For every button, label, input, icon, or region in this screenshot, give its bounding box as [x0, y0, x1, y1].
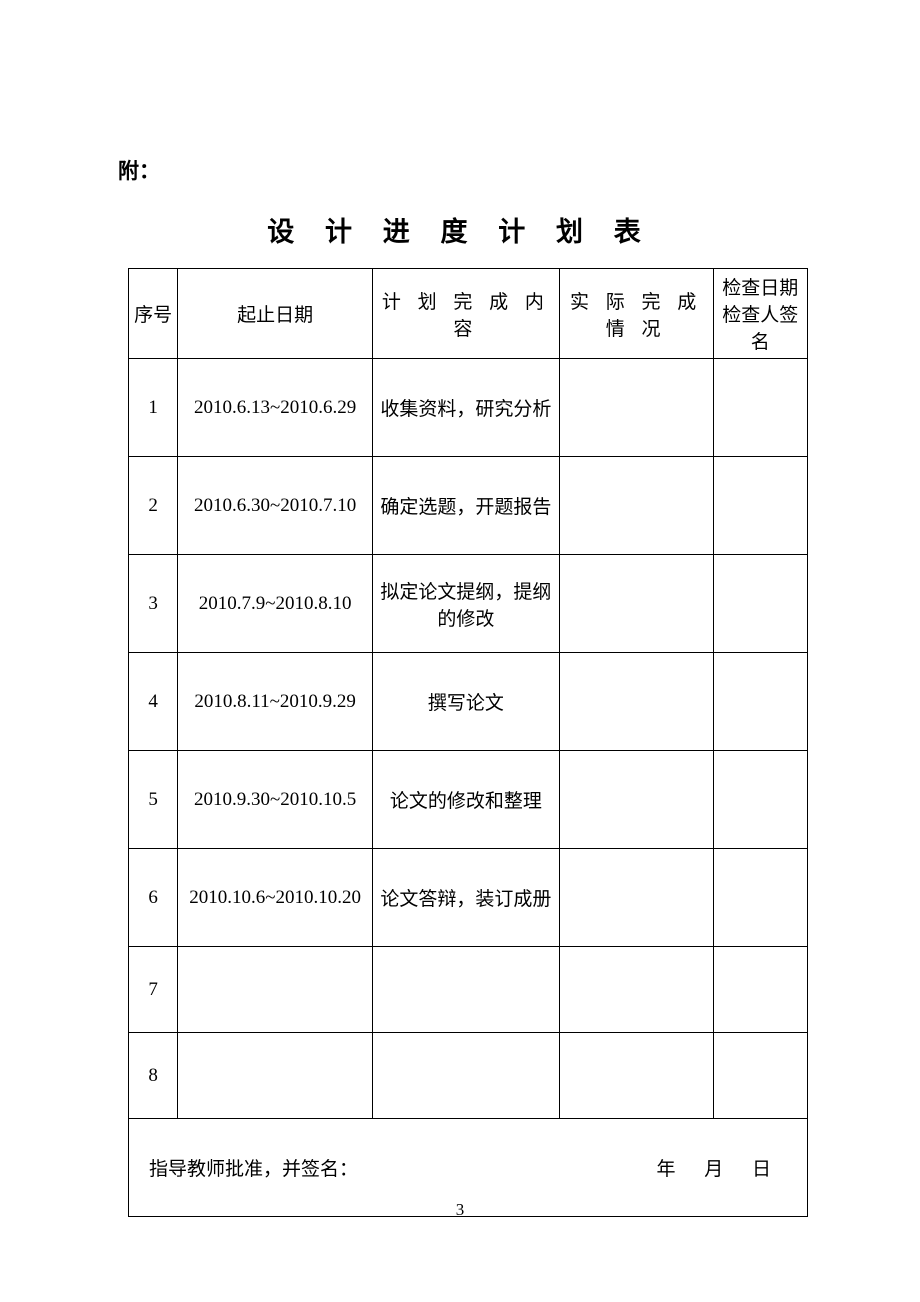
cell-num: 6 [129, 849, 178, 947]
header-check: 检查日期检查人签名 [713, 269, 807, 359]
cell-check [713, 359, 807, 457]
cell-actual [559, 947, 713, 1033]
cell-check [713, 947, 807, 1033]
table-row: 2 2010.6.30~2010.7.10 确定选题，开题报告 [129, 457, 808, 555]
approve-label: 指导教师批准，并签名： [149, 1154, 358, 1181]
cell-date: 2010.9.30~2010.10.5 [178, 751, 373, 849]
table-row: 1 2010.6.13~2010.6.29 收集资料，研究分析 [129, 359, 808, 457]
cell-plan: 论文答辩，装订成册 [373, 849, 560, 947]
attachment-label: 附： [118, 155, 160, 185]
cell-date: 2010.10.6~2010.10.20 [178, 849, 373, 947]
cell-actual [559, 849, 713, 947]
cell-num: 7 [129, 947, 178, 1033]
table-header-row: 序号 起止日期 计 划 完 成 内 容 实 际 完 成 情 况 检查日期检查人签… [129, 269, 808, 359]
cell-check [713, 849, 807, 947]
page-title: 设 计 进 度 计 划 表 [0, 210, 920, 249]
cell-num: 1 [129, 359, 178, 457]
table-row: 8 [129, 1033, 808, 1119]
schedule-table-container: 序号 起止日期 计 划 完 成 内 容 实 际 完 成 情 况 检查日期检查人签… [128, 268, 808, 1217]
table-row: 6 2010.10.6~2010.10.20 论文答辩，装订成册 [129, 849, 808, 947]
cell-actual [559, 555, 713, 653]
page-number: 3 [0, 1200, 920, 1220]
header-actual: 实 际 完 成 情 况 [559, 269, 713, 359]
cell-actual [559, 457, 713, 555]
cell-plan: 撰写论文 [373, 653, 560, 751]
cell-plan: 收集资料，研究分析 [373, 359, 560, 457]
schedule-table: 序号 起止日期 计 划 完 成 内 容 实 际 完 成 情 况 检查日期检查人签… [128, 268, 808, 1217]
header-num: 序号 [129, 269, 178, 359]
day-label: 日 [752, 1159, 771, 1180]
cell-actual [559, 1033, 713, 1119]
table-row: 3 2010.7.9~2010.8.10 拟定论文提纲，提纲的修改 [129, 555, 808, 653]
cell-check [713, 653, 807, 751]
cell-plan: 论文的修改和整理 [373, 751, 560, 849]
cell-num: 5 [129, 751, 178, 849]
cell-check [713, 751, 807, 849]
table-row: 7 [129, 947, 808, 1033]
cell-plan [373, 947, 560, 1033]
cell-check [713, 555, 807, 653]
cell-check [713, 1033, 807, 1119]
cell-actual [559, 751, 713, 849]
cell-actual [559, 359, 713, 457]
table-row: 4 2010.8.11~2010.9.29 撰写论文 [129, 653, 808, 751]
cell-date [178, 1033, 373, 1119]
cell-plan: 确定选题，开题报告 [373, 457, 560, 555]
cell-actual [559, 653, 713, 751]
cell-date [178, 947, 373, 1033]
cell-num: 2 [129, 457, 178, 555]
year-label: 年 [656, 1159, 675, 1180]
month-label: 月 [704, 1159, 723, 1180]
cell-num: 8 [129, 1033, 178, 1119]
cell-date: 2010.6.30~2010.7.10 [178, 457, 373, 555]
header-plan: 计 划 完 成 内 容 [373, 269, 560, 359]
footer-date: 年 月 日 [632, 1154, 771, 1181]
table-row: 5 2010.9.30~2010.10.5 论文的修改和整理 [129, 751, 808, 849]
cell-num: 3 [129, 555, 178, 653]
cell-date: 2010.7.9~2010.8.10 [178, 555, 373, 653]
cell-plan: 拟定论文提纲，提纲的修改 [373, 555, 560, 653]
header-date: 起止日期 [178, 269, 373, 359]
cell-check [713, 457, 807, 555]
cell-date: 2010.8.11~2010.9.29 [178, 653, 373, 751]
cell-date: 2010.6.13~2010.6.29 [178, 359, 373, 457]
cell-plan [373, 1033, 560, 1119]
cell-num: 4 [129, 653, 178, 751]
